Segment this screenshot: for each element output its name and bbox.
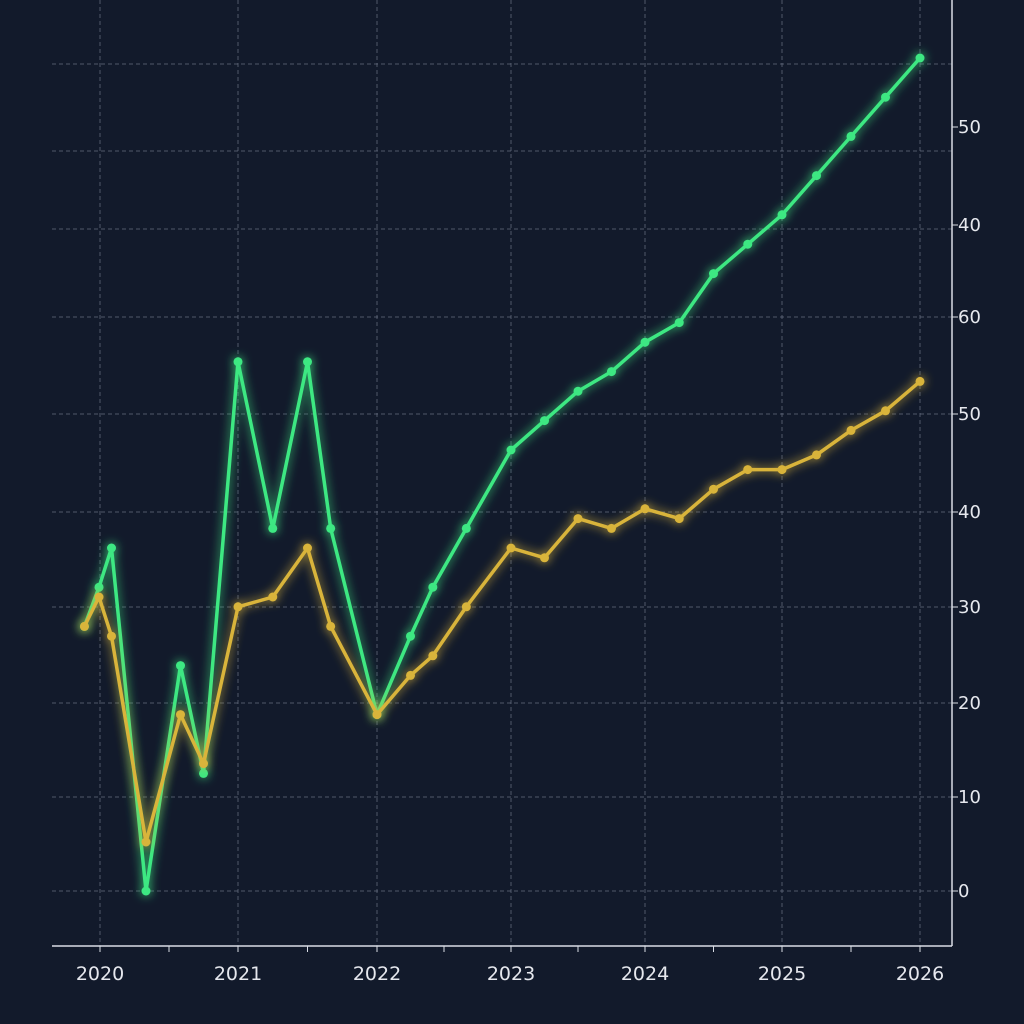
data-point	[79, 621, 89, 631]
series-line	[82, 56, 922, 893]
tick-labels: 2020 2021 2022 2023 2024 2025 2026 50 40 60 50 40 30…	[76, 117, 981, 985]
data-point	[573, 514, 583, 524]
data-point	[176, 661, 185, 671]
data-point	[141, 837, 151, 847]
y-tick-label: 50	[958, 404, 981, 425]
series-0-group	[79, 53, 925, 896]
data-point	[303, 357, 312, 367]
data-point	[881, 406, 890, 416]
data-point	[640, 504, 650, 514]
data-point	[506, 445, 516, 455]
data-point	[107, 543, 116, 553]
data-point	[540, 553, 549, 563]
data-point	[176, 710, 185, 720]
data-point	[915, 53, 925, 63]
data-point	[777, 210, 787, 220]
data-point	[743, 465, 753, 475]
data-point	[461, 523, 471, 533]
y-tick-label: 20	[958, 693, 981, 714]
data-point	[94, 592, 104, 602]
data-point	[607, 367, 616, 377]
data-point	[777, 465, 787, 475]
data-point	[428, 582, 438, 592]
series-1-group	[79, 376, 925, 847]
series-group	[79, 53, 925, 896]
x-tick-label: 2021	[214, 963, 262, 985]
data-point	[326, 523, 336, 533]
y-tick-label: 0	[958, 881, 969, 902]
data-point	[607, 523, 616, 533]
data-point	[268, 592, 278, 602]
data-point	[94, 582, 104, 592]
data-point	[743, 239, 753, 249]
data-point	[846, 425, 856, 435]
data-point	[406, 670, 415, 680]
data-point	[846, 131, 856, 141]
x-tick-label: 2024	[621, 963, 669, 985]
data-point	[573, 386, 583, 396]
x-tick-label: 2026	[896, 963, 944, 985]
data-point	[428, 651, 438, 661]
data-point	[881, 92, 890, 102]
data-point	[461, 602, 471, 612]
data-point	[141, 886, 151, 896]
x-tick-label: 2020	[76, 963, 124, 985]
y-tick-label: 50	[958, 117, 981, 138]
data-point	[812, 450, 821, 460]
data-point	[268, 523, 278, 533]
x-tick-label: 2022	[353, 963, 401, 985]
data-point	[233, 357, 243, 367]
data-point	[233, 602, 243, 612]
data-point	[812, 171, 821, 181]
data-point	[674, 514, 684, 524]
y-tick-label: 30	[958, 597, 981, 618]
data-point	[199, 768, 208, 778]
axes	[52, 0, 958, 952]
data-point	[915, 376, 925, 386]
data-point	[199, 759, 208, 769]
data-point	[326, 621, 336, 631]
y-tick-label: 40	[958, 215, 981, 236]
data-point	[640, 337, 650, 347]
data-point	[709, 484, 718, 494]
data-point	[372, 710, 382, 720]
y-tick-label: 60	[958, 307, 981, 328]
data-point	[303, 543, 312, 553]
x-tick-label: 2025	[758, 963, 806, 985]
data-point	[506, 543, 516, 553]
y-tick-label: 10	[958, 787, 981, 808]
data-point	[406, 631, 415, 641]
data-point	[107, 631, 116, 641]
x-tick-label: 2023	[487, 963, 535, 985]
data-point	[709, 269, 718, 279]
y-tick-label: 40	[958, 502, 981, 523]
series-line	[82, 379, 922, 844]
data-point	[674, 318, 684, 328]
grid	[52, 0, 952, 946]
data-point	[540, 416, 549, 426]
